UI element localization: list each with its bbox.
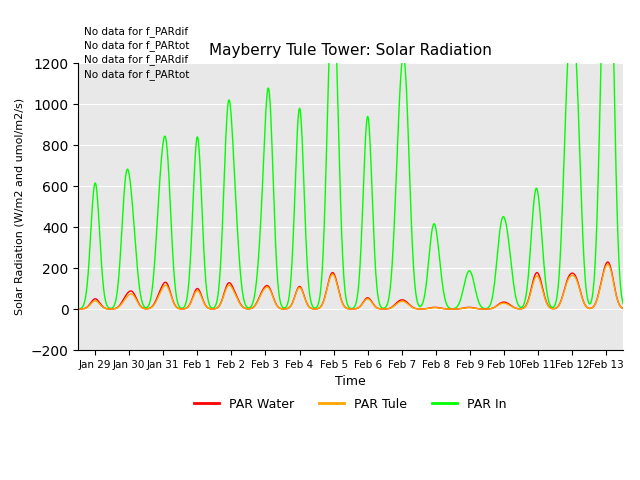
Text: No data for f_PARtot: No data for f_PARtot: [84, 40, 189, 51]
Y-axis label: Solar Radiation (W/m2 and umol/m2/s): Solar Radiation (W/m2 and umol/m2/s): [15, 98, 25, 315]
Text: No data for f_PARdif: No data for f_PARdif: [84, 26, 188, 36]
Title: Mayberry Tule Tower: Solar Radiation: Mayberry Tule Tower: Solar Radiation: [209, 43, 492, 58]
Text: No data for f_PARdif: No data for f_PARdif: [84, 54, 188, 65]
Text: No data for f_PARtot: No data for f_PARtot: [84, 69, 189, 80]
Legend: PAR Water, PAR Tule, PAR In: PAR Water, PAR Tule, PAR In: [189, 393, 512, 416]
X-axis label: Time: Time: [335, 375, 366, 388]
